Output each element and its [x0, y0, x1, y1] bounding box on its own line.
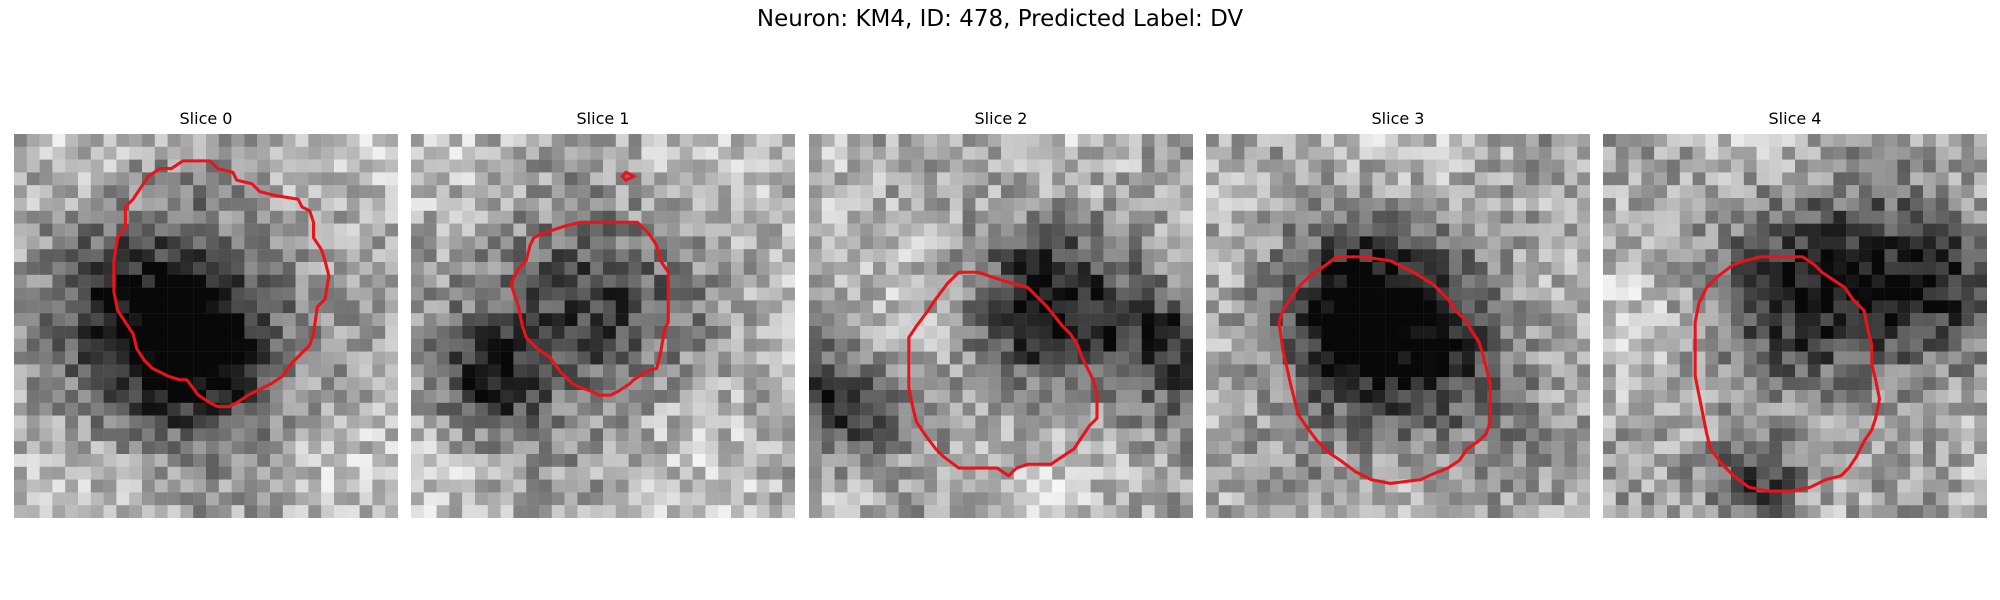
- roi-contour: [509, 220, 670, 397]
- slice-image-0: [14, 134, 398, 518]
- slice-panel-1: Slice 1: [411, 110, 795, 518]
- slice-image-1: [411, 134, 795, 518]
- slice-title-3: Slice 3: [1371, 109, 1425, 128]
- pixel-grid: [1206, 134, 1590, 518]
- pixel-grid: [14, 134, 398, 518]
- slice-title-4: Slice 4: [1768, 109, 1822, 128]
- slice-title-1: Slice 1: [576, 109, 630, 128]
- slice-panel-3: Slice 3: [1206, 110, 1590, 518]
- slice-title-2: Slice 2: [974, 109, 1028, 128]
- roi-contour-small: [620, 170, 638, 182]
- roi-contour: [907, 270, 1099, 478]
- roi-contour: [1277, 255, 1492, 485]
- slice-image-4: [1603, 134, 1987, 518]
- slice-image-3: [1206, 134, 1590, 518]
- pixel-grid: [411, 134, 795, 518]
- slice-panel-0: Slice 0: [14, 110, 398, 518]
- slice-title-0: Slice 0: [179, 109, 233, 128]
- pixel-grid: [1603, 134, 1987, 518]
- figure-title: Neuron: KM4, ID: 478, Predicted Label: D…: [756, 6, 1244, 32]
- roi-contour: [1693, 255, 1882, 493]
- pixel-grid: [809, 134, 1193, 518]
- slice-panel-2: Slice 2: [809, 110, 1193, 518]
- roi-contour: [112, 159, 331, 409]
- slice-panel-4: Slice 4: [1603, 110, 1987, 518]
- slice-image-2: [809, 134, 1193, 518]
